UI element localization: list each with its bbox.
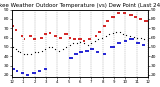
Title: Milwaukee Weather Outdoor Temperature (vs) Dew Point (Last 24 Hours): Milwaukee Weather Outdoor Temperature (v… <box>0 3 160 8</box>
